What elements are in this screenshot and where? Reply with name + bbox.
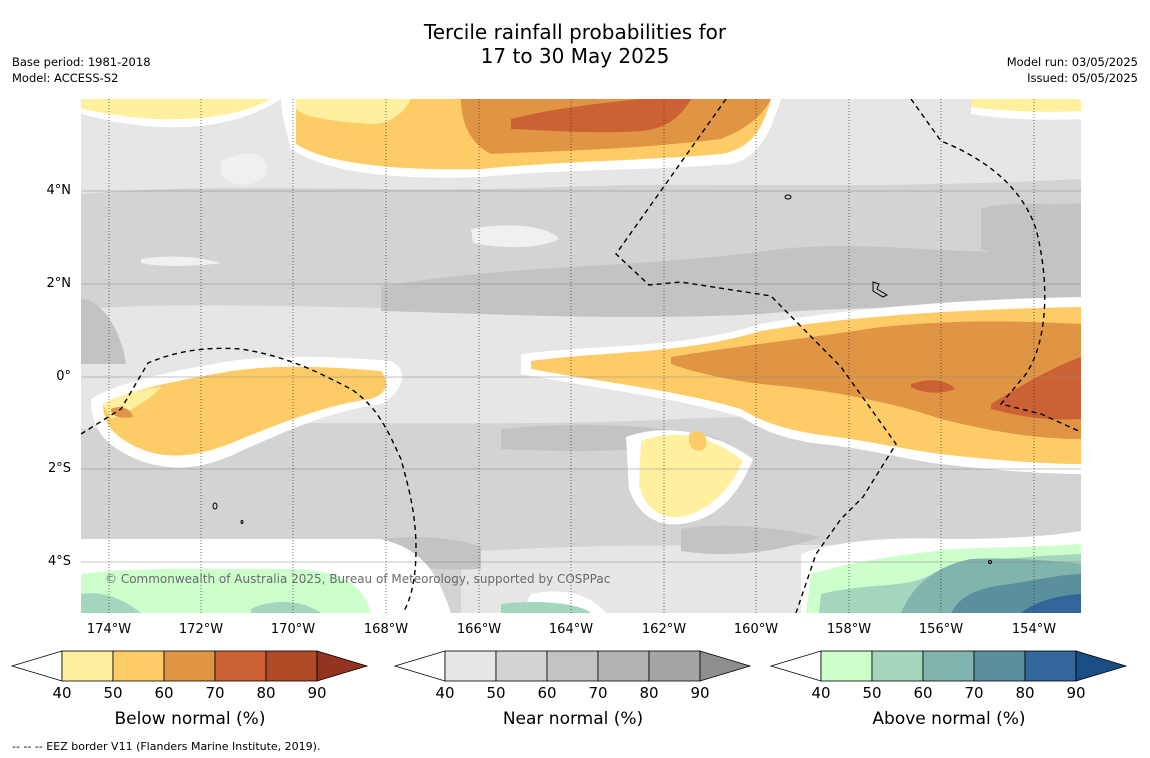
below-south-40-50 (639, 434, 743, 518)
islands (212, 194, 992, 564)
above-sw2-50-60 (251, 601, 321, 613)
below-normal-segment-0 (61, 650, 114, 682)
near-normal-segment-4 (648, 650, 701, 682)
colorbar-near-normal (393, 650, 752, 682)
lon-label-172w: 172°W (178, 622, 224, 637)
below-normal-segment-4 (265, 650, 318, 682)
above-normal-segment-1 (871, 650, 924, 682)
lon-label-160w: 160°W (733, 622, 779, 637)
below-north-70-80 (511, 99, 691, 133)
lat-label-eq: 0° (56, 369, 71, 384)
colorbar-title-near: Near normal (%) (502, 709, 644, 729)
lon-label-164w: 164°W (548, 622, 594, 637)
near-normal-tick-40: 40 (435, 684, 455, 702)
above-se-80-90 (1021, 594, 1081, 613)
lon-label-174w: 174°W (86, 622, 132, 637)
above-normal-tick-90: 90 (1066, 684, 1086, 702)
title-line-2: 17 to 30 May 2025 (480, 44, 670, 68)
below-normal-tick-50: 50 (103, 684, 123, 702)
below-normal-tick-90: 90 (307, 684, 327, 702)
meta-left: Base period: 1981-2018 Model: ACCESS-S2 (12, 54, 151, 86)
below-normal-tick-60: 60 (154, 684, 174, 702)
lat-label-4n: 4°N (46, 183, 72, 198)
lon-label-156w: 156°W (918, 622, 964, 637)
near-normal-shading-dark (81, 203, 1081, 570)
above-normal-tick-50: 50 (862, 684, 882, 702)
above-sw-50-60 (81, 593, 141, 613)
lon-label-154w: 154°W (1011, 622, 1057, 637)
below-normal-extension-low (10, 650, 63, 682)
colorbar-title-above: Above normal (%) (872, 709, 1026, 729)
eez-legend-footer: -- -- -- EEZ border V11 (Flanders Marine… (12, 740, 321, 753)
above-normal-segment-3 (973, 650, 1026, 682)
lon-label-166w: 166°W (456, 622, 502, 637)
colorbar-below-normal (10, 650, 369, 682)
above-normal-areas (81, 544, 1081, 613)
above-normal-tick-40: 40 (811, 684, 831, 702)
below-normal-segment-2 (163, 650, 216, 682)
near-normal-segment-2 (546, 650, 599, 682)
below-south-50-60 (688, 431, 707, 451)
above-normal-segment-2 (922, 650, 975, 682)
below-normal-segment-3 (214, 650, 267, 682)
below-normal-tick-70: 70 (205, 684, 225, 702)
colorbar-title-below: Below normal (%) (114, 709, 266, 729)
above-normal-tick-70: 70 (964, 684, 984, 702)
near-normal-tick-90: 90 (690, 684, 710, 702)
below-nw-40-50 (81, 99, 271, 120)
below-normal-extension-high (316, 650, 369, 682)
near-normal-tick-50: 50 (486, 684, 506, 702)
above-normal-segment-4 (1024, 650, 1077, 682)
colorbar-above-normal (769, 650, 1128, 682)
colorbars (10, 650, 1128, 682)
chart-title: Tercile rainfall probabilities for 17 to… (0, 20, 1150, 68)
lon-label-168w: 168°W (363, 622, 409, 637)
below-ne-40-50 (971, 99, 1081, 112)
below-normal-tick-80: 80 (256, 684, 276, 702)
below-normal-tick-40: 40 (52, 684, 72, 702)
below-west-60-70 (111, 406, 133, 418)
lat-label-4s: 4°S (47, 554, 71, 569)
latitude-gridlines (81, 190, 1081, 563)
lon-label-158w: 158°W (826, 622, 872, 637)
model-name: Model: ACCESS-S2 (12, 71, 119, 85)
near-normal-extension-high (699, 650, 752, 682)
base-period: Base period: 1981-2018 (12, 55, 151, 69)
above-normal-extension-high (1075, 650, 1128, 682)
below-eq-70-80 (991, 357, 1081, 420)
near-normal-segment-0 (444, 650, 497, 682)
below-normal-areas (81, 99, 1081, 518)
eez-borders (81, 99, 1081, 613)
above-normal-tick-80: 80 (1015, 684, 1035, 702)
near-normal-tick-80: 80 (639, 684, 659, 702)
near-normal-tick-70: 70 (588, 684, 608, 702)
meta-right: Model run: 03/05/2025 Issued: 05/05/2025 (1007, 54, 1138, 86)
below-north-40-50 (296, 99, 411, 124)
near-normal-segment-1 (495, 650, 548, 682)
near-normal-extension-low (393, 650, 446, 682)
lon-label-162w: 162°W (641, 622, 687, 637)
issued-date: Issued: 05/05/2025 (1027, 71, 1138, 85)
model-run: Model run: 03/05/2025 (1006, 55, 1138, 69)
above-sw-40-50 (81, 568, 371, 613)
above-normal-tick-60: 60 (913, 684, 933, 702)
lat-label-2s: 2°S (47, 461, 71, 476)
near-normal-tick-60: 60 (537, 684, 557, 702)
lon-label-170w: 170°W (270, 622, 316, 637)
title-line-1: Tercile rainfall probabilities for (423, 20, 727, 44)
below-eq-small-70-80 (911, 380, 955, 393)
lat-label-2n: 2°N (46, 276, 72, 291)
above-normal-extension-low (769, 650, 822, 682)
below-normal-segment-1 (112, 650, 165, 682)
rainfall-map (81, 99, 1081, 613)
above-normal-segment-0 (820, 650, 873, 682)
below-eq-60-70 (671, 321, 1081, 439)
below-west-40-60 (103, 366, 387, 456)
near-normal-segment-3 (597, 650, 650, 682)
copyright-notice: © Commonwealth of Australia 2025, Bureau… (105, 572, 611, 586)
above-s-50-60 (501, 602, 591, 613)
